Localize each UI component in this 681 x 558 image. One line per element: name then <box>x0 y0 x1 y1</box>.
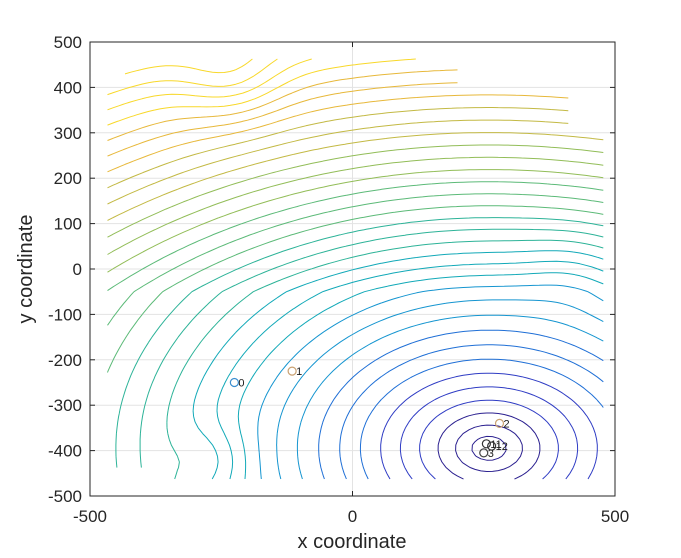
contour-level-line <box>107 119 569 205</box>
contour-level-line <box>380 372 598 480</box>
point-marker <box>487 441 497 451</box>
contour-level-line <box>107 193 604 326</box>
contour-level-line <box>107 82 458 157</box>
y-tick-label: -100 <box>48 305 82 324</box>
y-tick-label: 100 <box>54 215 82 234</box>
contour-level-line <box>107 94 569 173</box>
point-marker <box>287 366 297 376</box>
point-marker <box>229 377 239 388</box>
contour-level-line <box>107 169 604 273</box>
point-label: 2 <box>504 418 510 430</box>
y-tick-label: 500 <box>54 33 82 52</box>
contour-level-line <box>107 107 569 189</box>
x-axis-label: x coordinate <box>298 531 407 553</box>
x-axis-ticks: -500 0 500 <box>73 42 629 526</box>
contour-level-line <box>107 205 604 373</box>
contour-level-line <box>455 424 523 472</box>
contour-level-line <box>339 344 604 480</box>
y-tick-label: -400 <box>48 442 82 461</box>
contour-level-line <box>216 260 604 480</box>
y-tick-label: -200 <box>48 351 82 370</box>
contour-level-line <box>437 412 541 480</box>
contour-level-line <box>166 239 604 480</box>
contour-lines <box>107 58 604 480</box>
y-tick-label: 0 <box>73 260 82 279</box>
x-tick-label: -500 <box>73 507 107 526</box>
contour-level-line <box>318 329 604 480</box>
contour-level-line <box>107 181 604 292</box>
contour-level-line <box>296 314 604 480</box>
point-label: 12 <box>496 441 508 453</box>
contour-level-line <box>359 358 604 480</box>
contour-level-line <box>107 58 278 96</box>
point-label: 0 <box>238 378 244 390</box>
contour-level-line <box>115 217 604 468</box>
contour-level-line <box>192 250 604 480</box>
y-axis-ticks: 500 400 300 200 100 0 -100 -200 -300 -400 -500 <box>48 33 615 506</box>
contour-level-line <box>139 228 604 468</box>
y-tick-label: 300 <box>54 124 82 143</box>
contour-level-line <box>107 156 604 255</box>
contour-level-line <box>107 144 604 238</box>
point-marker <box>479 448 489 458</box>
x-tick-label: 500 <box>601 507 629 526</box>
point-label: 1 <box>296 366 302 378</box>
contour-level-line <box>107 69 458 141</box>
y-tick-label: -500 <box>48 487 82 506</box>
y-axis-label: y coordinate <box>15 215 37 324</box>
point-marker <box>481 439 491 449</box>
contour-level-line <box>399 386 579 480</box>
y-tick-label: 400 <box>54 78 82 97</box>
contour-level-line <box>276 299 604 480</box>
contour-level-line <box>419 399 559 480</box>
contour-level-line <box>257 284 604 480</box>
contour-level-line <box>107 58 416 126</box>
contour-level-line <box>471 435 507 461</box>
contour-level-line <box>107 132 604 221</box>
point-label: 3 <box>488 448 494 460</box>
point-marker <box>494 418 505 428</box>
point-label: 11 <box>490 439 501 451</box>
contour-level-line <box>237 272 604 480</box>
contour-level-line <box>124 58 253 75</box>
y-tick-label: 200 <box>54 169 82 188</box>
y-tick-label: -300 <box>48 396 82 415</box>
contour-level-line <box>107 58 312 111</box>
x-tick-label: 0 <box>348 507 357 526</box>
